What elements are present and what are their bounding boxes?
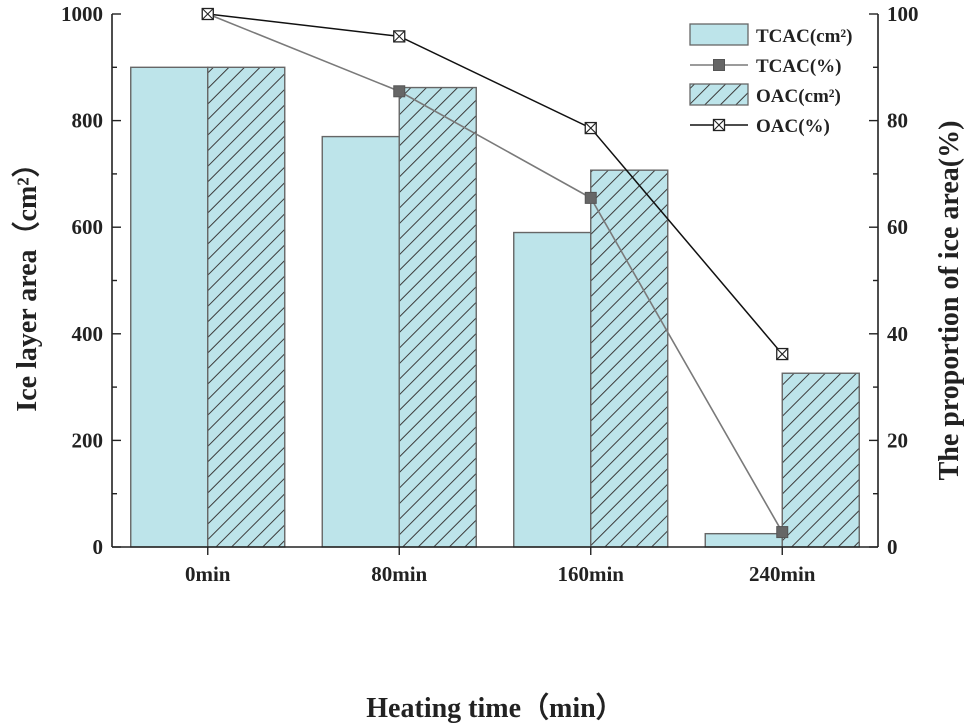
right-tick-label-20: 20 [887, 428, 908, 452]
right-tick-label-40: 40 [887, 322, 908, 346]
bar-oac-cm-80min [398, 86, 477, 548]
y2-axis-title: The proportion of ice area(%) [934, 121, 965, 481]
line-tcac [207, 13, 783, 533]
point-tcac-160min [584, 191, 597, 204]
right-tick-label-80: 80 [887, 109, 908, 133]
point-tcac-80min [393, 85, 406, 98]
left-tick-label-800: 800 [72, 109, 104, 133]
bar-tcac-cm-80min [321, 135, 400, 548]
x-axis-title: Heating time（min） [366, 691, 623, 724]
left-tick-label-1000: 1000 [61, 2, 103, 26]
point-oac-240min [776, 347, 789, 361]
bar-oac-cm-0min [207, 66, 286, 548]
legend-entry-tcac-cm-label: TCAC(cm²) [756, 26, 852, 47]
left-tick-label-200: 200 [72, 428, 104, 452]
x-tick-label-0min: 0min [185, 562, 231, 586]
left-tick-label-600: 600 [72, 215, 104, 239]
legend-entry-oac-cm: OAC(cm²) [689, 83, 841, 107]
left-tick-label-400: 400 [72, 322, 104, 346]
bar-oac-cm-240min [781, 372, 860, 548]
bar-tcac-cm-0min [130, 66, 209, 548]
point-oac-80min [393, 30, 406, 43]
x-tick-label-240min: 240min [749, 562, 816, 586]
point-oac-0min-x2 [201, 8, 214, 20]
point-oac-80min-x2 [393, 30, 406, 43]
point-tcac-240min [776, 526, 789, 539]
x-tick-label-80min: 80min [371, 562, 427, 586]
legend-entry-tcac-cm-swatch [689, 23, 749, 46]
legend-entry-tcac-label: TCAC(%) [756, 56, 842, 77]
x-tick-label-160min: 160min [557, 562, 624, 586]
legend-entry-oac-label: OAC(%) [756, 116, 830, 137]
bars-layer [130, 66, 860, 548]
axes-layer: 0 200 400 600 800 1000 0 20 40 60 80 100 0min 80min 16… [10, 2, 965, 724]
point-oac-160min [584, 121, 597, 135]
legend: TCAC(cm²) TCAC(%) OAC(cm²) OAC(%) [689, 23, 852, 137]
right-tick-label-0: 0 [887, 535, 898, 559]
legend-entry-oac-cm-label: OAC(cm²) [756, 86, 841, 107]
legend-entry-oac-marker-x2 [713, 119, 725, 131]
legend-entry-tcac-marker [713, 59, 725, 71]
line-oac [207, 13, 783, 355]
legend-entry-oac-cm-swatch [689, 83, 749, 106]
right-tick-label-100: 100 [887, 2, 919, 26]
legend-entry-tcac-cm: TCAC(cm²) [689, 23, 852, 47]
legend-entry-tcac: TCAC(%) [690, 56, 842, 77]
legend-entry-oac: OAC(%) [690, 116, 830, 137]
left-tick-label-0: 0 [93, 535, 104, 559]
lines-layer [201, 7, 789, 539]
bar-tcac-cm-160min [513, 231, 592, 548]
right-tick-label-60: 60 [887, 215, 908, 239]
point-oac-240min-x2 [776, 348, 789, 360]
bar-oac-cm-160min [590, 169, 669, 548]
y-axis-title: Ice layer area（cm²） [10, 149, 43, 411]
point-oac-0min [201, 7, 214, 21]
bar-tcac-cm-240min [704, 532, 783, 548]
point-oac-160min-x2 [584, 122, 597, 134]
